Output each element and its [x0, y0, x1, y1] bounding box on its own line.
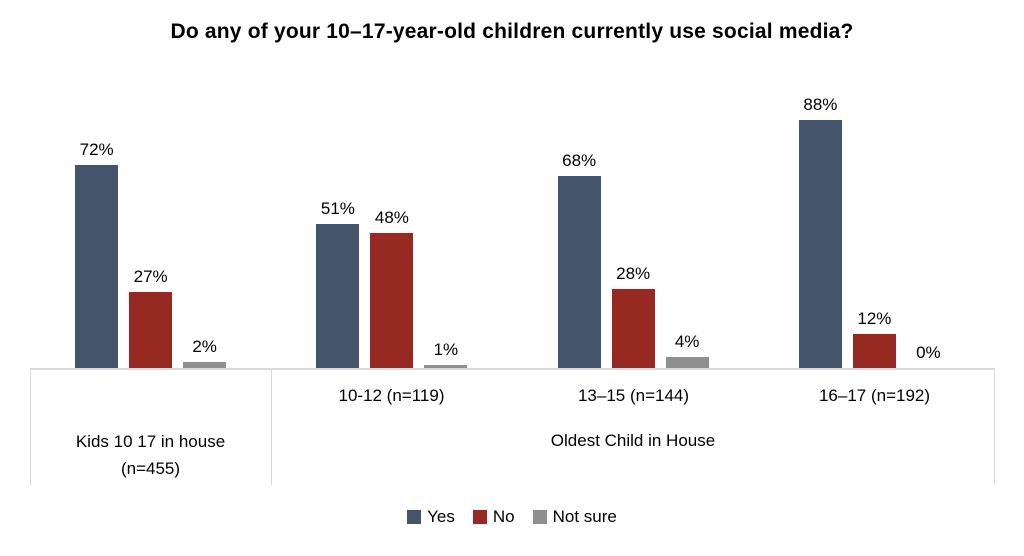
bar-group: 88% 12% 0% [754, 85, 995, 368]
bar-value-label: 68% [562, 151, 597, 170]
legend-label: Not sure [552, 507, 617, 526]
bar-not-sure [183, 362, 227, 368]
bar-value-label: 28% [616, 264, 651, 283]
bar-value-label: 4% [674, 332, 700, 351]
bar-value-label: 51% [320, 199, 355, 218]
bar-not-sure [665, 357, 709, 368]
bar-yes [316, 224, 360, 368]
bar-value-label: 12% [857, 309, 892, 328]
axis-label-kids-10-17: Kids 10 17 in house (n=455) [30, 428, 271, 482]
axis-separator-left [30, 369, 31, 485]
bar-column: 0% [907, 343, 950, 368]
legend-item-not-sure: Not sure [532, 507, 617, 527]
plot-area: 72% 27% 2% 51% 48% 1% 68% 28% 4% 88% 12% 0% [30, 85, 995, 368]
bar-column: 48% [370, 208, 414, 368]
bar-no [611, 289, 655, 368]
axis-tier1-label: 16–17 (n=192) [818, 386, 931, 405]
legend-item-yes: Yes [407, 507, 455, 527]
bar-value-label: 1% [433, 340, 459, 359]
bar-yes [557, 176, 601, 368]
bar-value-label: 48% [374, 208, 409, 227]
legend-swatch-icon [407, 510, 422, 524]
legend-label: Yes [427, 507, 455, 526]
bar-column: 28% [611, 264, 655, 368]
bar-column: 72% [75, 140, 119, 368]
bar-value-label: 27% [133, 267, 168, 286]
bar-column: 2% [183, 337, 227, 368]
bar-group: 72% 27% 2% [30, 85, 271, 368]
bar-column: 1% [424, 340, 468, 368]
axis-label-kids-line1: Kids 10 17 in house [75, 432, 226, 451]
bar-no [129, 292, 173, 368]
bar-group: 51% 48% 1% [271, 85, 512, 368]
bar-column: 12% [852, 309, 896, 368]
axis-separator-middle [271, 369, 272, 485]
axis-tier1: 10-12 (n=119) 13–15 (n=144) 16–17 (n=192) [30, 386, 995, 410]
axis-tier1-label: 10-12 (n=119) [338, 386, 445, 405]
bar-value-label: 88% [803, 95, 838, 114]
bar-column: 51% [316, 199, 360, 368]
bar-no [370, 233, 414, 368]
chart-title: Do any of your 10–17-year-old children c… [170, 20, 854, 43]
bar-value-label: 2% [192, 337, 217, 356]
legend-label: No [492, 507, 515, 526]
bar-yes [798, 120, 842, 368]
bar-value-label: 72% [79, 140, 114, 159]
legend: Yes No Not sure [0, 507, 1024, 527]
axis-label-kids-line2: (n=455) [120, 459, 181, 478]
bar-column: 27% [129, 267, 173, 368]
legend-item-no: No [472, 507, 515, 527]
bar-value-label: 0% [916, 343, 941, 362]
bar-column: 88% [798, 95, 842, 368]
legend-swatch-icon [532, 510, 547, 524]
bar-not-sure [424, 365, 468, 368]
legend-swatch-icon [472, 510, 487, 524]
bar-no [852, 334, 896, 368]
bar-column: 68% [557, 151, 601, 368]
bar-yes [75, 165, 119, 368]
bar-column: 4% [665, 332, 709, 368]
axis-separator-right [994, 369, 995, 485]
bar-group: 68% 28% 4% [513, 85, 754, 368]
axis-tier1-label: 13–15 (n=144) [577, 386, 690, 405]
axis-group-label-oldest-child: Oldest Child in House [550, 431, 716, 450]
x-axis-line [30, 368, 995, 370]
